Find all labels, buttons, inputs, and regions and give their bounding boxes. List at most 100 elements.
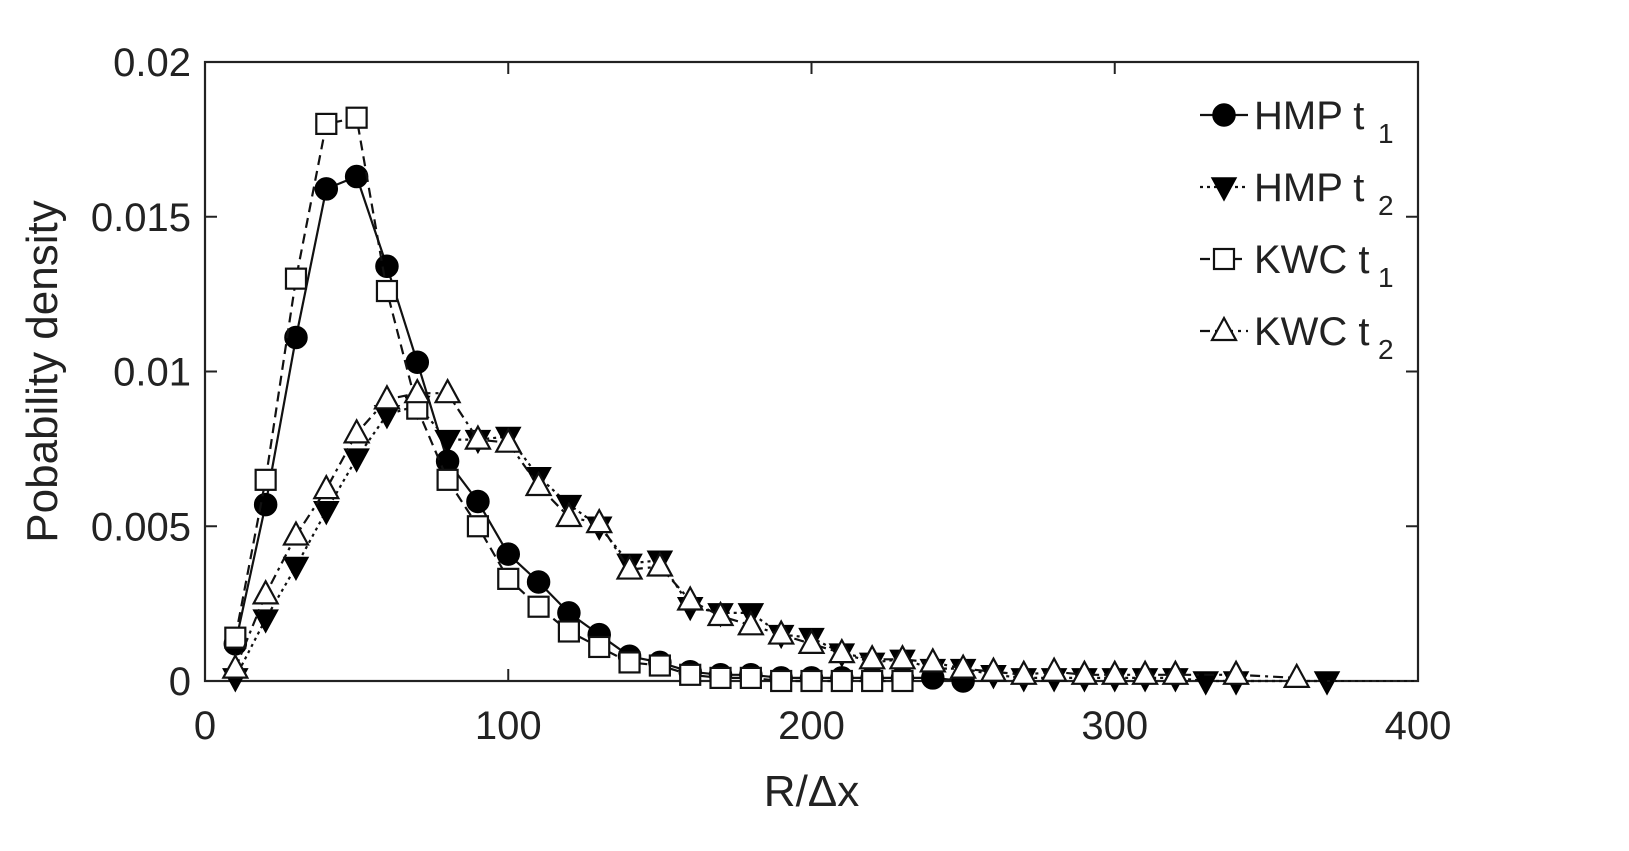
- data-point: [1161, 659, 1190, 685]
- legend-label: KWC t: [1254, 310, 1370, 354]
- data-point: [434, 429, 461, 455]
- y-axis-label: Pobability density: [18, 200, 67, 542]
- data-point: [282, 556, 310, 582]
- data-point: [375, 254, 399, 279]
- data-point: [858, 644, 887, 670]
- y-axis: 0 0.005 0.01 0.015 0.02: [91, 41, 1418, 704]
- data-point: [918, 647, 947, 673]
- x-axis: 0 100 200 300 400: [194, 62, 1451, 748]
- data-point: [555, 501, 583, 528]
- data-point: [949, 653, 977, 679]
- x-tick-label: 300: [1081, 704, 1148, 748]
- legend-label: HMP t: [1254, 94, 1364, 138]
- data-point: [527, 595, 550, 618]
- data-point: [253, 492, 278, 517]
- data-point: [466, 515, 490, 538]
- data-point: [315, 112, 338, 136]
- data-point: [373, 384, 401, 410]
- series-line-kwc-t2: [234, 392, 1297, 679]
- data-point: [676, 585, 705, 611]
- data-point: [312, 473, 341, 500]
- data-point: [646, 551, 674, 577]
- data-point: [739, 666, 762, 690]
- data-point: [615, 554, 644, 580]
- plot-border: [203, 60, 1420, 683]
- data-point: [433, 377, 462, 404]
- legend-entry-hmp-t1: HMP t 1: [1200, 94, 1394, 149]
- y-tick-label: 0.015: [91, 196, 191, 240]
- data-point: [436, 468, 459, 491]
- legend-subscript: 1: [1378, 262, 1394, 293]
- series-hmp-t2: [222, 395, 1341, 696]
- data-point: [979, 656, 1008, 682]
- data-point: [254, 468, 277, 491]
- data-point: [403, 377, 432, 404]
- legend-marker: [1210, 315, 1238, 342]
- legend-entry-hmp-t2: HMP t 2: [1200, 166, 1394, 221]
- legend-marker: [1212, 247, 1236, 271]
- legend-label: KWC t: [1254, 238, 1370, 282]
- y-tick-label: 0.01: [113, 351, 191, 395]
- data-point: [282, 520, 310, 546]
- data-point: [343, 448, 370, 473]
- legend-subscript: 2: [1378, 190, 1394, 221]
- data-point: [342, 418, 371, 444]
- data-point: [496, 542, 520, 566]
- series-kwc-t1: [224, 106, 914, 693]
- data-point: [1070, 659, 1099, 685]
- data-point: [1222, 659, 1250, 685]
- series-line-kwc-t1: [234, 116, 903, 683]
- data-point: [224, 626, 247, 649]
- x-axis-label: R/Δx: [764, 767, 859, 816]
- data-point: [888, 644, 917, 670]
- data-point: [736, 609, 765, 636]
- data-point: [344, 164, 369, 189]
- data-point: [405, 350, 430, 374]
- data-point: [770, 669, 793, 693]
- data-point: [497, 567, 520, 590]
- y-tick-label: 0.005: [91, 505, 191, 549]
- data-point: [797, 628, 826, 654]
- data-point: [251, 579, 280, 605]
- data-point: [284, 325, 308, 350]
- series-hmp-t1: [223, 164, 975, 693]
- data-point: [464, 424, 492, 450]
- data-point: [891, 669, 914, 693]
- data-point: [284, 267, 308, 290]
- y-tick-label: 0.02: [113, 41, 191, 85]
- data-point: [375, 279, 399, 303]
- legend-marker: [1212, 103, 1236, 127]
- x-tick-label: 100: [475, 704, 542, 748]
- legend-entry-kwc-t1: KWC t 1: [1200, 238, 1394, 293]
- x-tick-label: 200: [778, 704, 845, 748]
- series-layer: [221, 106, 1418, 696]
- plot-frame: [203, 60, 1420, 683]
- data-point: [524, 470, 553, 497]
- data-point: [557, 620, 581, 643]
- data-point: [800, 669, 823, 693]
- data-point: [252, 609, 279, 634]
- legend-entry-kwc-t2: KWC t 2: [1200, 310, 1394, 365]
- data-point: [767, 619, 796, 645]
- data-point: [861, 669, 884, 693]
- legend-subscript: 1: [1378, 118, 1394, 149]
- data-point: [618, 651, 641, 674]
- data-point: [1040, 656, 1068, 682]
- x-tick-label: 0: [194, 704, 216, 748]
- data-point: [706, 600, 735, 627]
- data-point: [466, 489, 490, 514]
- data-point: [679, 663, 702, 686]
- legend: HMP t 1 HMP t 2 KWC t 1 KWC t 2: [1200, 94, 1394, 365]
- series-line-hmp-t1: [234, 175, 964, 683]
- data-point: [221, 653, 250, 679]
- series-kwc-t2: [221, 377, 1311, 689]
- data-point: [313, 501, 340, 526]
- data-point: [1282, 662, 1311, 689]
- y-tick-label: 0: [169, 660, 191, 704]
- legend-subscript: 2: [1378, 334, 1394, 365]
- data-point: [1192, 671, 1219, 696]
- data-point: [494, 427, 523, 453]
- data-point: [1100, 659, 1129, 685]
- data-point: [314, 177, 339, 201]
